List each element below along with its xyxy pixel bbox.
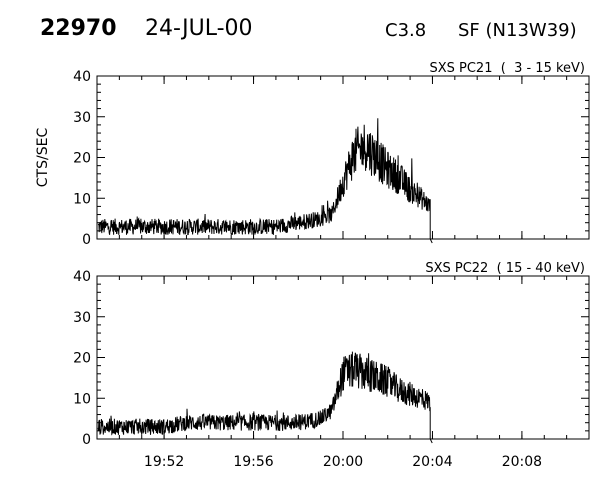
x-tick-label: 20:00 — [323, 454, 363, 470]
series-title: SXS PC21 ( 3 - 15 keV) — [429, 61, 585, 76]
y-tick-label: 40 — [73, 269, 91, 285]
y-axis-label: CTS/SEC — [35, 128, 51, 188]
y-tick-label: 20 — [73, 151, 91, 167]
plot-frame — [96, 75, 590, 240]
series-end-trace — [429, 438, 433, 444]
y-tick-label: 40 — [73, 69, 91, 85]
panel-1: 0 10 20 30 40 SXS PC21 ( 3 - 15 keV) CTS/SEC — [35, 61, 590, 248]
y-tick-label: 10 — [73, 391, 91, 407]
y-tick-label: 0 — [82, 232, 91, 248]
event-date: 24-JUL-00 — [145, 16, 253, 41]
panel-2: 0 10 20 30 40 19:52 19:56 20:00 20:04 20:08 SXS PC… — [73, 261, 590, 470]
series-title: SXS PC22 ( 15 - 40 keV) — [425, 261, 585, 276]
y-tick-label: 0 — [82, 432, 91, 448]
x-tick-label: 20:08 — [502, 454, 542, 470]
y-tick-label: 10 — [73, 191, 91, 207]
series-end-trace — [429, 238, 433, 244]
goes-class: C3.8 — [385, 20, 427, 41]
series-line — [97, 351, 431, 439]
y-tick-label: 30 — [73, 310, 91, 326]
y-tick-label: 30 — [73, 110, 91, 126]
plot-frame — [96, 275, 590, 440]
series-line — [97, 118, 431, 239]
x-tick-label: 19:52 — [144, 454, 184, 470]
event-id: 22970 — [40, 16, 117, 41]
flare-location: SF (N13W39) — [458, 20, 577, 41]
x-tick-label: 19:56 — [233, 454, 273, 470]
x-tick-label: 20:04 — [412, 454, 452, 470]
y-tick-label: 20 — [73, 351, 91, 367]
